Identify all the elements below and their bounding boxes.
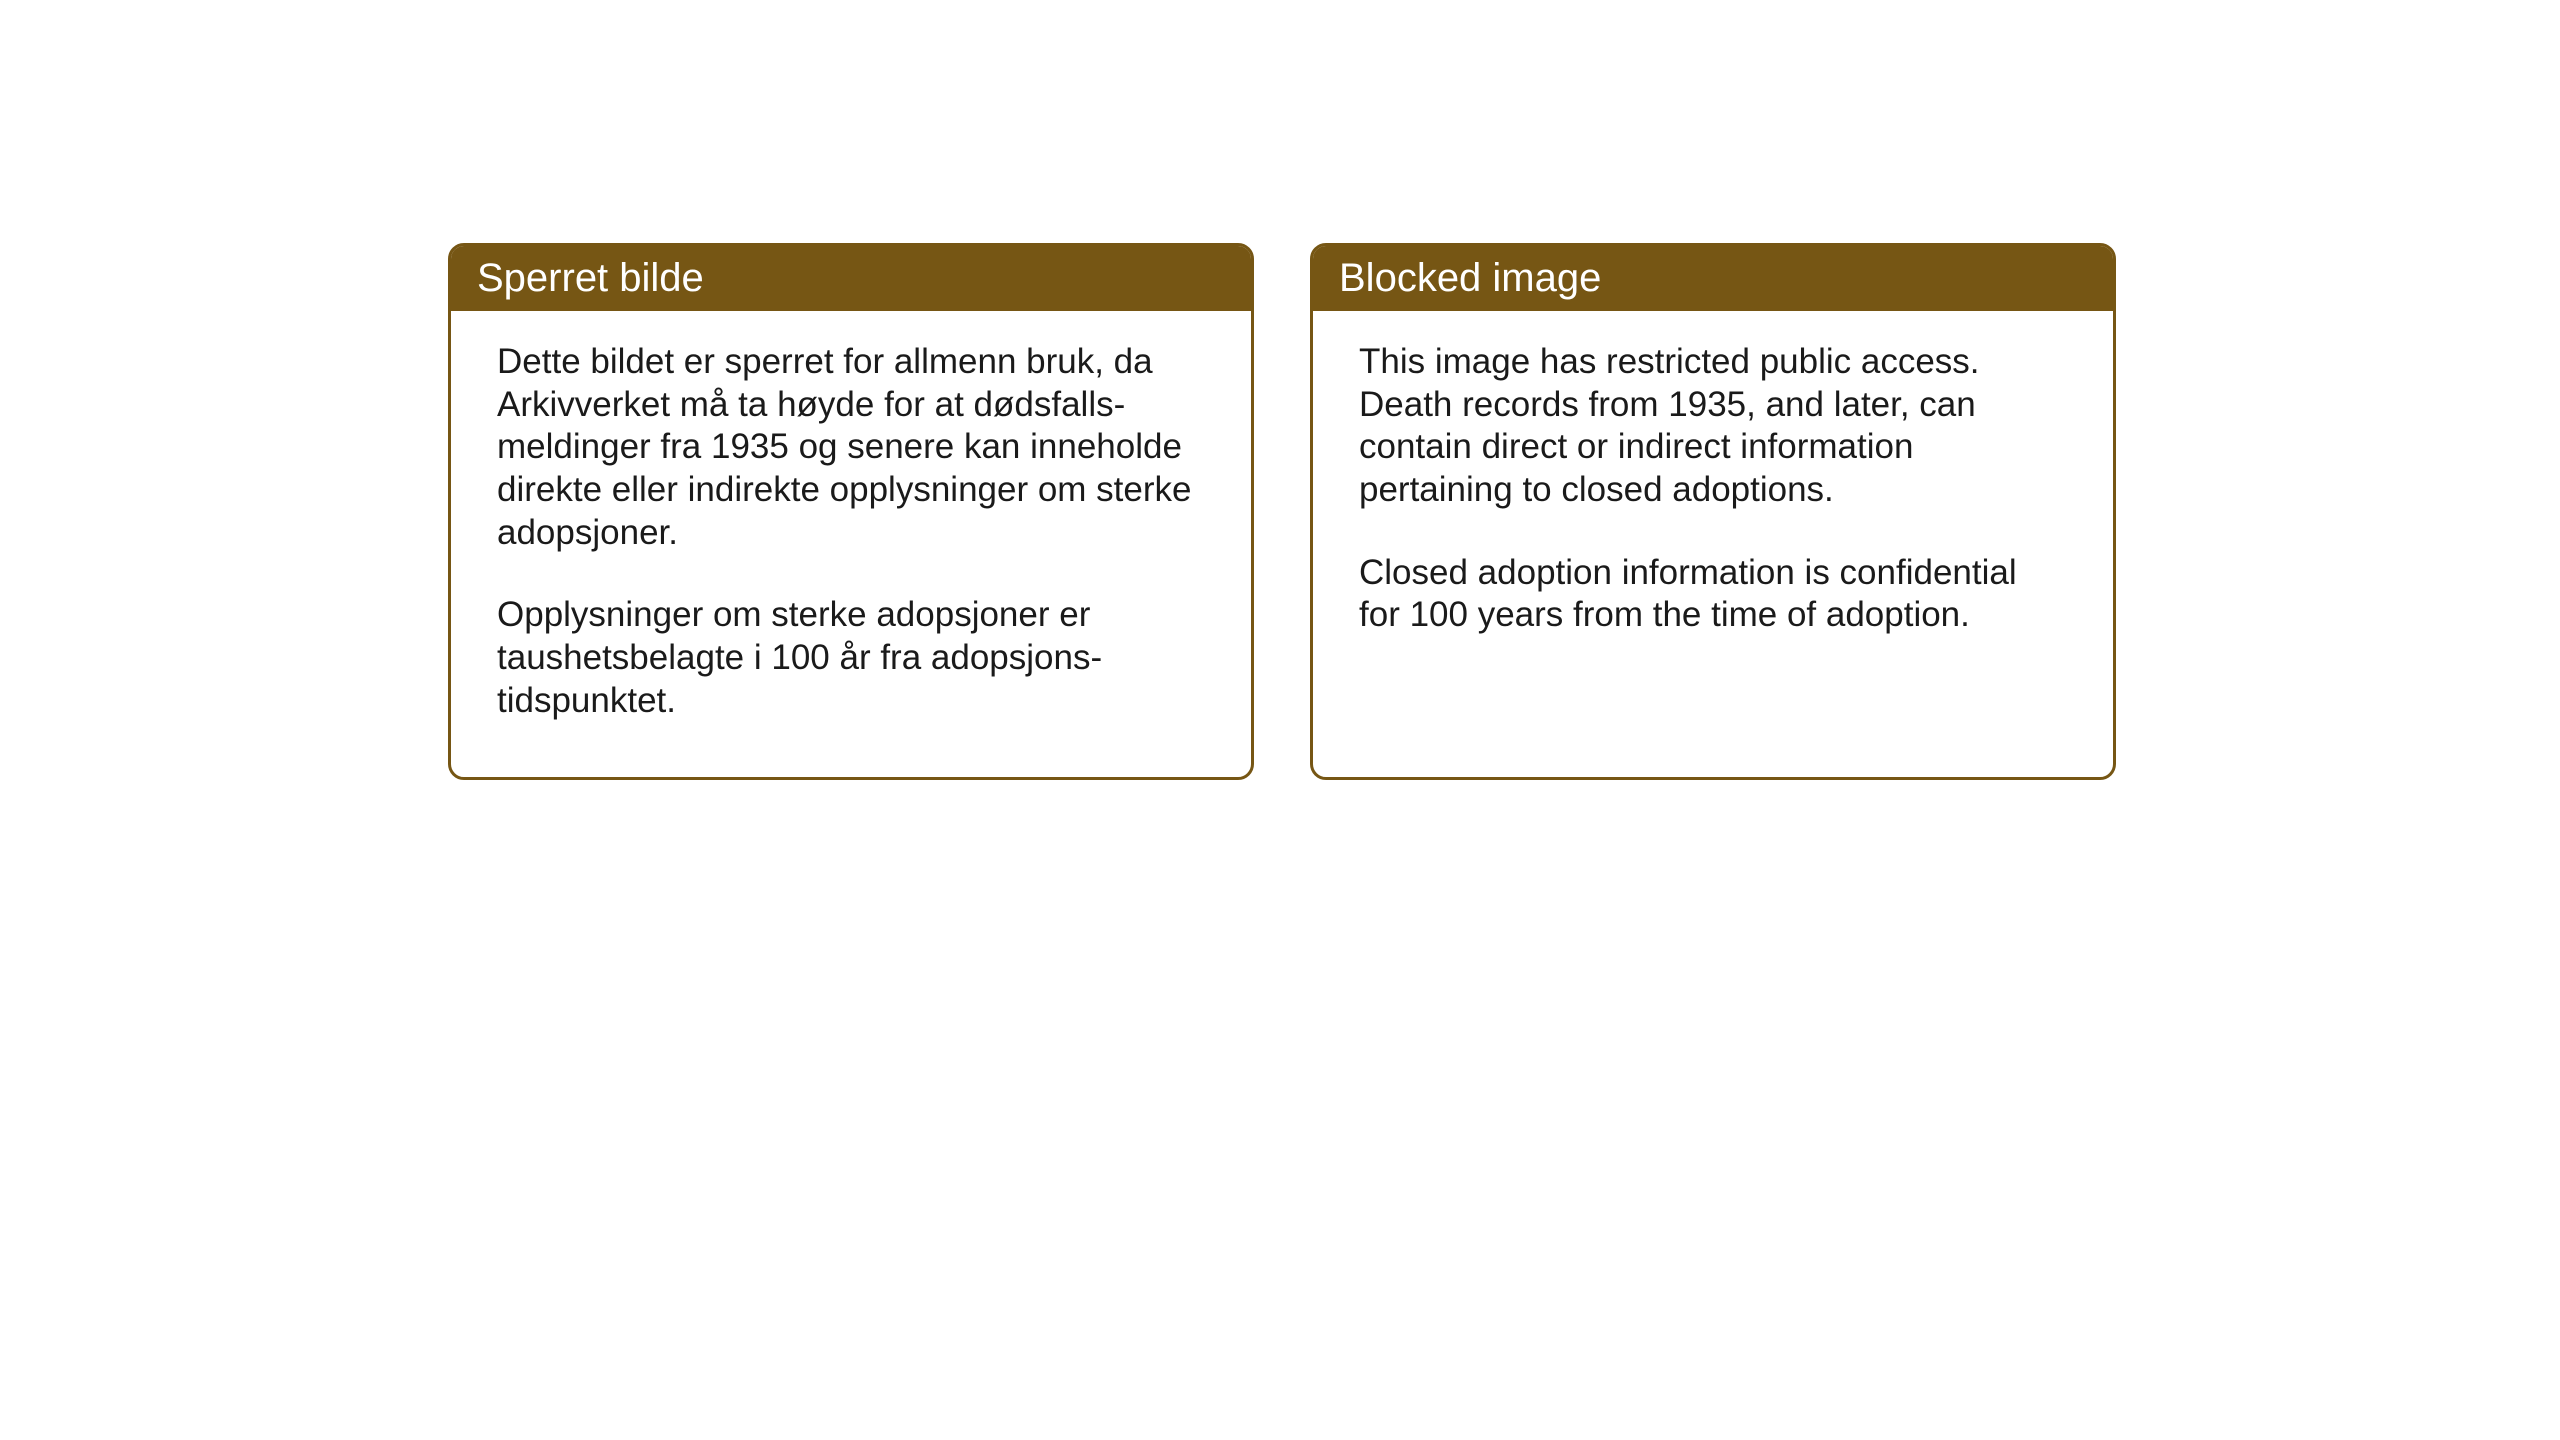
- card-paragraph-1-english: This image has restricted public access.…: [1359, 341, 2067, 512]
- card-paragraph-2-english: Closed adoption information is confident…: [1359, 552, 2067, 637]
- card-paragraph-2-norwegian: Opplysninger om sterke adopsjoner er tau…: [497, 594, 1205, 722]
- card-english: Blocked image This image has restricted …: [1310, 243, 2116, 780]
- card-title-norwegian: Sperret bilde: [477, 256, 704, 300]
- card-title-english: Blocked image: [1339, 256, 1601, 300]
- card-header-english: Blocked image: [1313, 246, 2113, 311]
- cards-container: Sperret bilde Dette bildet er sperret fo…: [448, 243, 2116, 780]
- card-paragraph-1-norwegian: Dette bildet er sperret for allmenn bruk…: [497, 341, 1205, 554]
- card-body-english: This image has restricted public access.…: [1313, 311, 2113, 691]
- card-header-norwegian: Sperret bilde: [451, 246, 1251, 311]
- card-body-norwegian: Dette bildet er sperret for allmenn bruk…: [451, 311, 1251, 777]
- card-norwegian: Sperret bilde Dette bildet er sperret fo…: [448, 243, 1254, 780]
